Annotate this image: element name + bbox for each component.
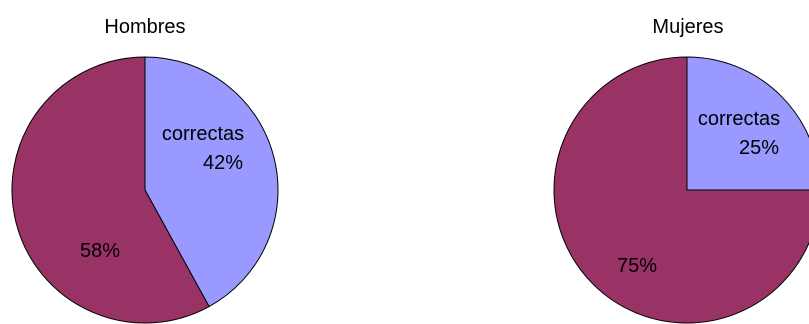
slice-label-1-1: 75% <box>617 255 657 277</box>
pie-slice-0-1 <box>11 56 210 324</box>
pie-chart-mujeres: Mujeres correctas 25% 75% <box>553 16 809 324</box>
pie-chart-hombres: Hombres correctas 42% 58% <box>11 16 279 324</box>
chart-title-hombres: Hombres <box>104 16 185 38</box>
pie-labels-mujeres: correctas 25% 75% <box>617 108 780 277</box>
pie-labels-hombres: correctas 42% 58% <box>80 123 244 262</box>
pie-slice-1-1 <box>553 56 809 324</box>
slice-label-0-1: 58% <box>80 240 120 262</box>
chart-title-mujeres: Mujeres <box>652 16 723 38</box>
pie-slices-mujeres <box>553 56 809 324</box>
slice-label-1-0: correctas 25% <box>698 108 780 159</box>
slice-label-value-0-1: 58% <box>80 240 120 262</box>
slice-label-name-0-0: correctas <box>162 123 244 145</box>
slice-label-value-1-1: 75% <box>617 255 657 277</box>
pie-slice-1-0 <box>686 56 809 191</box>
slice-label-value-0-0: 42% <box>203 152 243 174</box>
pie-slices-hombres <box>11 56 279 324</box>
slice-label-0-0: correctas 42% <box>162 123 244 174</box>
slice-label-name-1-0: correctas <box>698 108 780 130</box>
pie-slice-0-0 <box>144 56 279 308</box>
slice-label-value-1-0: 25% <box>739 137 779 159</box>
